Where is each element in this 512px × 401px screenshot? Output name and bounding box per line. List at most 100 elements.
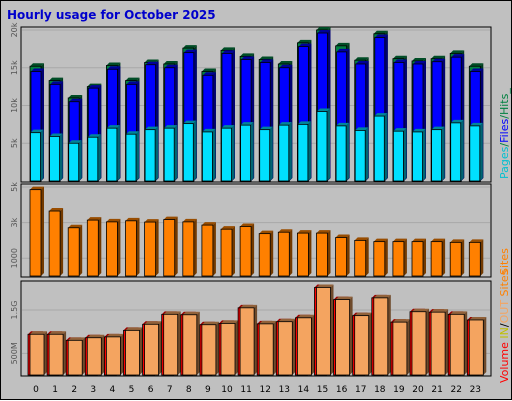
sites-bar-face xyxy=(201,224,214,277)
pages-bar-face xyxy=(278,124,290,182)
volume-out-bar-side xyxy=(349,296,353,375)
volume-out-bar-face xyxy=(430,311,446,376)
volume-out-bar-top xyxy=(49,331,67,335)
pages-bar-side xyxy=(193,120,197,181)
pages-bar-face xyxy=(201,131,213,182)
files-bar-top xyxy=(88,85,102,89)
volume-out-bar xyxy=(277,318,296,376)
pages-bar xyxy=(106,125,120,182)
volume-out-bar-side xyxy=(120,333,124,375)
legend-sep1: / xyxy=(498,143,511,147)
hits-bar-top xyxy=(201,68,216,72)
volume-out-bar xyxy=(239,304,258,376)
x-tick-labels: 0 1 2 3 4 5 6 7 8 9 10 11 12 13 14 15 16 17 18 19 20 21 22 23 xyxy=(33,385,481,395)
volume-out-bar-face xyxy=(144,323,160,376)
files-bar-top xyxy=(298,43,312,47)
volume-out-bar-face xyxy=(201,324,217,376)
pages-bar-side xyxy=(327,108,330,181)
pages-bar-side xyxy=(136,131,139,181)
legend-in: IN xyxy=(498,327,511,338)
pages-bar-top xyxy=(202,128,216,132)
volume-out-bar-top xyxy=(106,333,124,337)
pages-bar-side xyxy=(460,119,464,181)
hits-bar-top xyxy=(278,60,293,64)
files-bar-top xyxy=(183,49,197,53)
volume-out-bar-face xyxy=(29,333,45,376)
volume-out-bar-face xyxy=(449,313,465,376)
pages-bar-face xyxy=(163,127,175,182)
pages-bar-top xyxy=(469,122,483,126)
pages-bar-face xyxy=(182,123,194,182)
sites-bar-top xyxy=(240,223,255,227)
files-bar-top xyxy=(164,64,178,68)
sites-bar-face xyxy=(182,221,195,277)
hits-bar-top xyxy=(125,77,140,81)
sites-bar-side xyxy=(365,237,369,276)
pages-bar-side xyxy=(307,121,311,181)
legend-volume: Volume xyxy=(498,342,511,383)
files-bar-top xyxy=(470,68,484,72)
hits-bar-top xyxy=(373,30,388,34)
volume-out-bar-side xyxy=(406,319,410,375)
x-tick-label: 1 xyxy=(52,385,58,395)
pages-bar-top xyxy=(317,108,330,112)
y-tick-label: 500M xyxy=(10,342,19,364)
sites-bar-side xyxy=(270,230,274,276)
sites-bar-side xyxy=(327,230,331,276)
files-bar-top xyxy=(279,64,293,68)
files-bar-top xyxy=(50,81,64,85)
volume-out-bar-side xyxy=(215,321,219,375)
sites-bar xyxy=(48,208,64,277)
pages-bar-face xyxy=(106,127,118,182)
sites-bar-side xyxy=(136,217,140,276)
sites-bar-top xyxy=(335,234,350,238)
volume-out-bar xyxy=(430,309,449,376)
pages-bar-side xyxy=(97,134,101,181)
volume-out-bar-top xyxy=(412,308,429,312)
sites-bar-side xyxy=(232,226,235,276)
sites-bar-face xyxy=(335,237,348,277)
files-bar-top xyxy=(69,98,83,102)
files-bar-top xyxy=(432,58,446,62)
x-tick-label: 7 xyxy=(167,385,173,395)
files-bar-top xyxy=(393,59,407,63)
hits-bar-top xyxy=(30,63,44,67)
pages-bar-side xyxy=(365,127,369,181)
pages-bar-top xyxy=(297,121,311,125)
bar-marks xyxy=(27,27,487,376)
volume-out-bar-face xyxy=(67,339,83,376)
sites-bar-side xyxy=(289,229,293,276)
volume-out-bar-face xyxy=(125,329,140,376)
volume-out-bar-top xyxy=(278,318,296,322)
pages-bar-face xyxy=(335,125,347,182)
pages-bar-face xyxy=(431,129,443,182)
pages-bar xyxy=(144,126,159,182)
sites-bar-side xyxy=(461,239,465,276)
sites-bar-side xyxy=(79,224,83,276)
y-tick-label: 20k xyxy=(10,22,19,37)
hits-bar-top xyxy=(163,60,178,64)
x-tick-label: 8 xyxy=(186,385,192,395)
volume-out-bar xyxy=(220,320,238,376)
pages-bar-top xyxy=(30,129,44,133)
volume-out-bar-top xyxy=(450,311,468,315)
pages-bar-face xyxy=(49,136,60,182)
volume-out-bar-top xyxy=(87,334,105,338)
pages-bar-top xyxy=(145,126,159,130)
pages-bar xyxy=(87,134,101,182)
sites-bar-face xyxy=(220,228,233,277)
hits-bar-top xyxy=(431,55,446,59)
volume-out-bar xyxy=(67,337,86,376)
x-tick-label: 21 xyxy=(431,385,442,395)
sites-bar-side xyxy=(442,238,446,276)
sites-bar xyxy=(354,237,369,277)
pages-bar-side xyxy=(78,140,82,181)
y-tick-label: 3k xyxy=(10,217,19,227)
volume-out-bar-side xyxy=(426,308,429,375)
volume-out-bar-top xyxy=(144,321,162,325)
legend-sites2: Sites xyxy=(498,269,511,296)
pages-bar-face xyxy=(469,125,481,182)
pages-bar xyxy=(125,131,139,182)
volume-out-bar-side xyxy=(368,312,372,375)
